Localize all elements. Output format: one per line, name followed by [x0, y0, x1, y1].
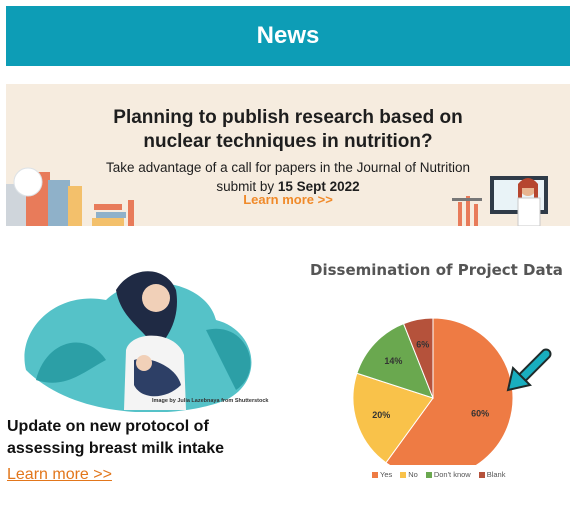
legend-swatch-yes — [372, 471, 378, 478]
legend-item-blank: Blank — [478, 470, 506, 479]
banner-subtitle: Take advantage of a call for papers in t… — [6, 158, 570, 196]
pie-label-yes: 60% — [471, 408, 489, 418]
legend-label-no: No — [408, 470, 418, 479]
submit-prefix: submit by — [216, 179, 278, 194]
breastfeeding-illustration — [24, 271, 252, 412]
scientist-icon — [452, 176, 548, 226]
article-card: Image by Julia Lazebnaya from Shuttersto… — [6, 250, 286, 500]
banner-subtitle-line1: Take advantage of a call for papers in t… — [106, 160, 470, 175]
legend-label-dont-know: Don't know — [433, 470, 471, 479]
pie-chart: 60% 20% 14% 6% — [352, 317, 552, 465]
chart-title: Dissemination of Project Data — [310, 261, 563, 279]
pie-slice-yes — [385, 317, 514, 465]
legend-label-yes: Yes — [380, 470, 393, 479]
article-headline: Update on new protocol of assessing brea… — [7, 416, 267, 460]
banner-title-line2: nuclear techniques in nutrition? — [143, 131, 433, 152]
article-headline-line2: assessing breast milk intake — [7, 440, 224, 457]
legend-swatch-dont-know — [425, 471, 432, 478]
pie-slice-don-t-know — [356, 322, 434, 399]
legend-item-no: No — [400, 470, 418, 479]
image-credit: Image by Julia Lazebnaya from Shuttersto… — [152, 398, 269, 404]
books-icon — [6, 167, 134, 226]
legend-item-dont-know: Don't know — [425, 470, 471, 479]
legend-item-yes: Yes — [372, 470, 392, 479]
banner-title-line1: Planning to publish research based on — [113, 107, 463, 128]
banner-subtitle-line2: submit by 15 Sept 2022 — [6, 177, 570, 196]
arrow-icon — [506, 348, 552, 392]
pie-label-no: 20% — [372, 410, 390, 420]
article-learn-more-link[interactable]: Learn more >> — [7, 466, 112, 483]
submit-date: 15 Sept 2022 — [277, 179, 360, 194]
banner-title: Planning to publish research based on nu… — [6, 106, 570, 154]
banner-illustration — [6, 167, 548, 226]
news-title: News — [256, 22, 320, 49]
pie-label-blank: 6% — [416, 340, 429, 350]
legend-swatch-blank — [478, 471, 485, 478]
legend-swatch-no — [400, 471, 407, 478]
chart-legend: Yes No Don't know Blank — [372, 470, 505, 479]
news-header: News — [6, 6, 570, 66]
banner-learn-more-link[interactable]: Learn more >> — [243, 192, 333, 207]
article-headline-line1: Update on new protocol of — [7, 418, 209, 435]
pie-slice-blank — [402, 317, 434, 399]
pie-slice-no — [352, 372, 434, 464]
call-for-papers-banner[interactable]: Planning to publish research based on nu… — [6, 84, 570, 226]
pie-label-don-t-know: 14% — [384, 356, 402, 366]
legend-label-blank: Blank — [486, 470, 506, 479]
